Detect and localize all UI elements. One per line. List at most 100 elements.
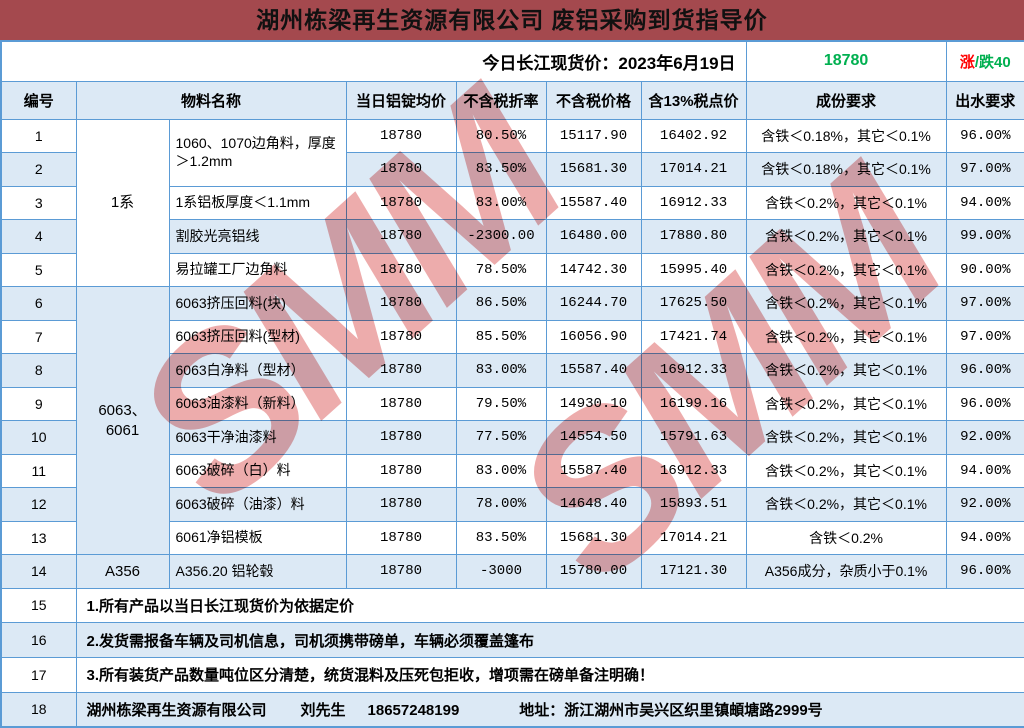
footer-address: 地址：浙江湖州市吴兴区织里镇頔塘路2999号 — [519, 701, 823, 719]
cell-material: 6063白净料（型材） — [168, 353, 347, 388]
cell-rate: 83.50% — [455, 520, 547, 555]
cell-ex-price: 14742.30 — [545, 252, 642, 287]
cell-material: 6063挤压回料(型材) — [168, 319, 347, 354]
cell-rate: 83.50% — [455, 152, 547, 187]
cell-ex-price: 15681.30 — [545, 152, 642, 187]
cell-ex-price: 16056.90 — [545, 319, 642, 354]
cell-group-6063-6061: 6063、6061 — [75, 286, 170, 555]
cell-water: 92.00% — [945, 420, 1024, 455]
cell-composition: 含铁＜0.2%，其它＜0.1% — [745, 252, 947, 287]
cell-ex-price: 15587.40 — [545, 185, 642, 220]
cell-composition: 含铁＜0.2%，其它＜0.1% — [745, 487, 947, 522]
cell-no: 4 — [0, 219, 77, 254]
cell-rate: -2300.00 — [455, 219, 547, 254]
cell-ex-price: 16480.00 — [545, 219, 642, 254]
cell-water: 94.00% — [945, 520, 1024, 555]
cell-material: 6063干净油漆料 — [168, 420, 347, 455]
table-row: 11 6063破碎（白）料 18780 83.00% 15587.40 1691… — [0, 453, 1024, 488]
col-header-composition: 成份要求 — [745, 80, 947, 120]
col-header-inc-price: 含13%税点价 — [640, 80, 747, 120]
footer-contact-name: 刘先生 — [300, 701, 346, 719]
cell-avg: 18780 — [345, 487, 457, 522]
cell-inc-price: 16912.33 — [640, 353, 747, 388]
table-row: 7 6063挤压回料(型材) 18780 85.50% 16056.90 174… — [0, 319, 1024, 354]
note-text: 2.发货需报备车辆及司机信息，司机须携带磅单，车辆必须覆盖篷布 — [75, 622, 1024, 658]
cell-no: 2 — [0, 152, 77, 187]
cell-avg: 18780 — [345, 252, 457, 287]
cell-material: 易拉罐工厂边角料 — [168, 252, 347, 287]
cell-material: 1060、1070边角料，厚度＞1.2mm — [168, 118, 347, 187]
cell-inc-price: 17014.21 — [640, 520, 747, 555]
cell-no: 6 — [0, 286, 77, 321]
cell-ex-price: 15587.40 — [545, 453, 642, 488]
cell-composition: 含铁＜0.2%，其它＜0.1% — [745, 420, 947, 455]
cell-water: 96.00% — [945, 554, 1024, 589]
cell-material: 6063挤压回料(块) — [168, 286, 347, 321]
cell-inc-price: 15791.63 — [640, 420, 747, 455]
cell-composition: 含铁＜0.2%，其它＜0.1% — [745, 319, 947, 354]
col-header-material: 物料名称 — [75, 80, 347, 120]
cell-avg: 18780 — [345, 152, 457, 187]
cell-rate: 80.50% — [455, 118, 547, 153]
cell-no: 11 — [0, 453, 77, 488]
cell-water: 97.00% — [945, 286, 1024, 321]
cell-composition: 含铁＜0.18%，其它＜0.1% — [745, 118, 947, 153]
footer-contact: 湖州栋梁再生资源有限公司 刘先生 18657248199 地址：浙江湖州市吴兴区织里镇… — [75, 691, 1024, 728]
table-row: 3 1系铝板厚度＜1.1mm 18780 83.00% 15587.40 169… — [0, 185, 1024, 220]
table-row: 6 6063、6061 6063挤压回料(块) 18780 86.50% 162… — [0, 286, 1024, 555]
cell-avg: 18780 — [345, 319, 457, 354]
cell-avg: 18780 — [345, 420, 457, 455]
cell-ex-price: 15681.30 — [545, 520, 642, 555]
cell-composition: 含铁＜0.2%，其它＜0.1% — [745, 185, 947, 220]
cell-no: 18 — [0, 691, 77, 728]
col-header-avg: 当日铝锭均价 — [345, 80, 457, 120]
cell-composition: A356成分，杂质小于0.1% — [745, 554, 947, 589]
cell-no: 1 — [0, 118, 77, 153]
cell-water: 97.00% — [945, 152, 1024, 187]
cell-composition: 含铁＜0.2%，其它＜0.1% — [745, 219, 947, 254]
cell-rate: 78.00% — [455, 487, 547, 522]
cell-composition: 含铁＜0.2%，其它＜0.1% — [745, 353, 947, 388]
table-row: 12 6063破碎（油漆）料 18780 78.00% 14648.40 158… — [0, 487, 1024, 522]
cell-water: 99.00% — [945, 219, 1024, 254]
cell-inc-price: 17121.30 — [640, 554, 747, 589]
table-row: 14 A356 A356.20 铝轮毂 18780 -3000 15780.00… — [0, 554, 1024, 589]
col-header-rate: 不含税折率 — [455, 80, 547, 120]
page-title: 湖州栋梁再生资源有限公司 废铝采购到货指导价 — [0, 0, 1024, 40]
cell-ex-price: 14648.40 — [545, 487, 642, 522]
cell-rate: 79.50% — [455, 386, 547, 421]
cell-water: 90.00% — [945, 252, 1024, 287]
table-row: 2 18780 83.50% 15681.30 17014.21 含铁＜0.18… — [0, 152, 1024, 187]
cell-inc-price: 16912.33 — [640, 185, 747, 220]
footer-company: 湖州栋梁再生资源有限公司 — [86, 701, 267, 719]
cell-inc-price: 17625.50 — [640, 286, 747, 321]
cell-no: 12 — [0, 487, 77, 522]
cell-avg: 18780 — [345, 185, 457, 220]
note-row: 15 1.所有产品以当日长江现货价为依据定价 — [0, 587, 1024, 624]
table-row: 13 6061净铝模板 18780 83.50% 15681.30 17014.… — [0, 520, 1024, 555]
cell-no: 3 — [0, 185, 77, 220]
cell-rate: 83.00% — [455, 185, 547, 220]
cell-material: 6063破碎（油漆）料 — [168, 487, 347, 522]
cell-no: 14 — [0, 554, 77, 589]
col-header-water: 出水要求 — [945, 80, 1024, 120]
col-header-no: 编号 — [0, 80, 77, 120]
cell-avg: 18780 — [345, 118, 457, 153]
note-text: 1.所有产品以当日长江现货价为依据定价 — [75, 587, 1024, 624]
spot-price-change: 涨/跌40 — [946, 41, 1024, 82]
note-text: 3.所有装货产品数量吨位区分清楚，统货混料及压死包拒收，增项需在磅单备注明确！ — [75, 657, 1024, 693]
cell-material: A356.20 铝轮毂 — [168, 554, 347, 589]
cell-water: 94.00% — [945, 185, 1024, 220]
cell-no: 15 — [0, 587, 77, 624]
cell-group-a356: A356 — [75, 554, 170, 589]
cell-inc-price: 16912.33 — [640, 453, 747, 488]
note-row: 16 2.发货需报备车辆及司机信息，司机须携带磅单，车辆必须覆盖篷布 — [0, 622, 1024, 658]
cell-rate: -3000 — [455, 554, 547, 589]
cell-water: 96.00% — [945, 118, 1024, 153]
col-header-ex-price: 不含税价格 — [545, 80, 642, 120]
cell-rate: 83.00% — [455, 353, 547, 388]
cell-inc-price: 17880.80 — [640, 219, 747, 254]
cell-ex-price: 14930.10 — [545, 386, 642, 421]
cell-water: 96.00% — [945, 353, 1024, 388]
cell-avg: 18780 — [345, 554, 457, 589]
